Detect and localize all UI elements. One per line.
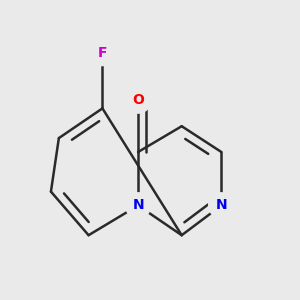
- Text: N: N: [132, 199, 144, 212]
- Circle shape: [90, 40, 115, 66]
- Circle shape: [125, 88, 151, 113]
- Circle shape: [209, 193, 234, 218]
- Text: O: O: [132, 94, 144, 107]
- Text: N: N: [215, 199, 227, 212]
- Text: F: F: [98, 46, 107, 60]
- Circle shape: [125, 193, 151, 218]
